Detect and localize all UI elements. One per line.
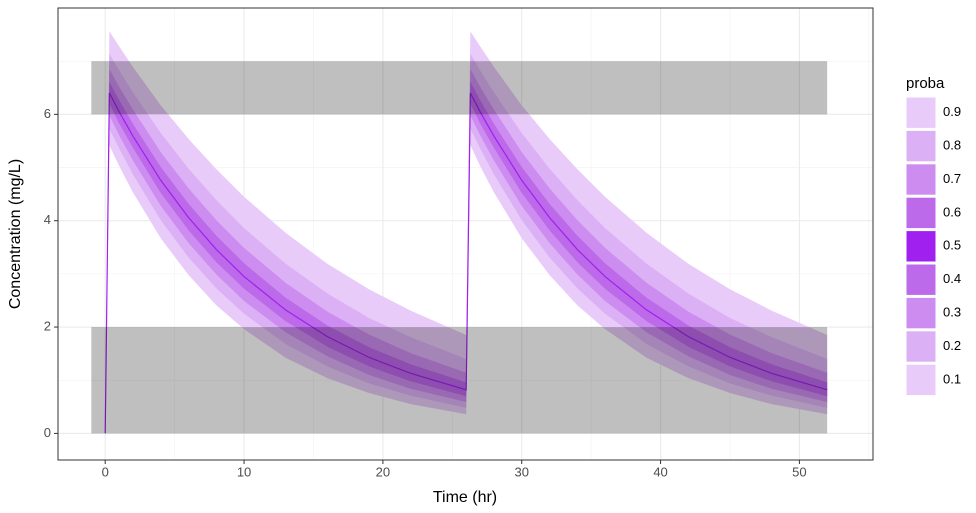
legend-swatch [905,296,937,330]
y-tick-label: 2 [44,318,51,333]
y-tick-label: 4 [44,212,51,227]
legend-label: 0.9 [943,104,961,119]
y-axis-title: Concentration (mg/L) [7,159,24,309]
legend-label: 0.5 [943,238,961,253]
x-tick-label: 10 [237,464,251,479]
x-tick-label: 0 [102,464,109,479]
legend-label: 0.4 [943,271,961,286]
quantile-band [105,93,828,434]
legend-label: 0.6 [943,204,961,219]
x-axis-title: Time (hr) [433,489,497,506]
legend-swatch [905,363,937,397]
legend-label: 0.2 [943,338,961,353]
target-range [91,327,828,434]
legend-swatch [905,129,937,163]
median-line [104,92,828,434]
legend-label: 0.8 [943,138,961,153]
legend-swatch [905,163,937,196]
legend-swatch [905,330,937,363]
x-tick-label: 50 [792,464,806,479]
legend-swatch [905,230,937,263]
legend-label: 0.1 [943,371,961,386]
legend-title: proba [906,75,945,92]
legend-swatch [905,96,937,129]
y-tick-label: 0 [44,425,51,440]
x-tick-label: 30 [514,464,528,479]
quantile-band [105,53,828,434]
legend-label: 0.3 [943,305,961,320]
x-tick-label: 20 [376,464,390,479]
plot-border [57,7,874,461]
legend-swatch [905,196,937,230]
x-tick-label: 40 [653,464,667,479]
target-range [91,61,828,115]
legend-label: 0.7 [943,171,961,186]
legend-swatch [905,263,937,296]
y-tick-label: 6 [44,106,51,121]
